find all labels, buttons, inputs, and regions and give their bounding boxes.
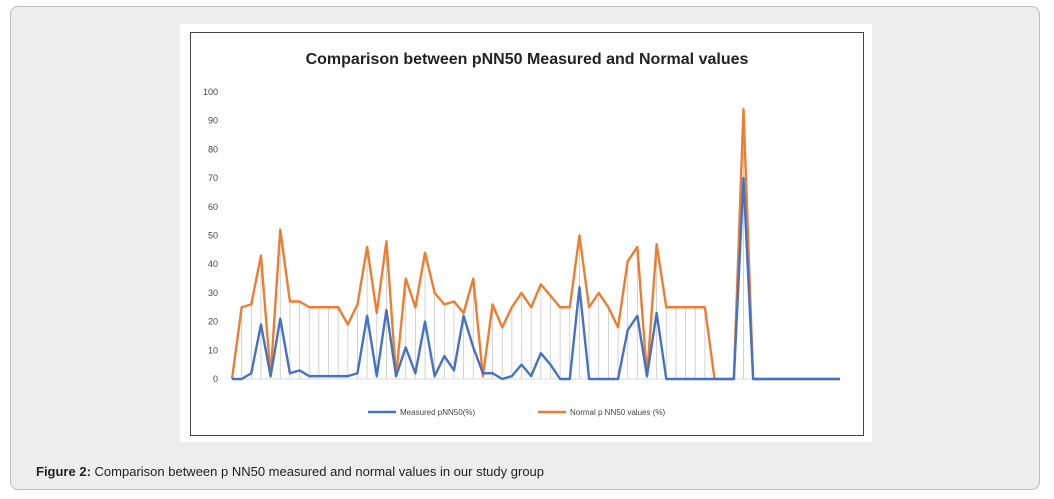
y-tick-label: 70 xyxy=(208,173,218,183)
y-tick-label: 20 xyxy=(208,317,218,327)
series-line-normal xyxy=(230,108,840,381)
caption-text: Comparison between p NN50 measured and n… xyxy=(94,464,545,479)
y-tick-label: 90 xyxy=(208,116,218,126)
y-tick-label: 100 xyxy=(203,87,218,97)
pnn50-line-chart: Comparison between pNN50 Measured and No… xyxy=(203,51,840,417)
y-tick-label: 10 xyxy=(208,345,218,355)
y-tick-label: 30 xyxy=(208,288,218,298)
y-tick-label: 0 xyxy=(213,374,218,384)
legend-normal-label: Normal p NN50 values (%) xyxy=(570,408,665,417)
y-tick-label: 40 xyxy=(208,259,218,269)
series-line-measured xyxy=(232,176,840,381)
figure-caption: Figure 2: Comparison between p NN50 meas… xyxy=(36,464,544,479)
y-tick-label: 80 xyxy=(208,144,218,154)
chart-title: Comparison between pNN50 Measured and No… xyxy=(306,51,749,68)
y-tick-label: 60 xyxy=(208,202,218,212)
y-tick-label: 50 xyxy=(208,231,218,241)
legend-measured-label: Measured pNN50(%) xyxy=(400,408,475,417)
caption-label: Figure 2: xyxy=(36,464,91,479)
